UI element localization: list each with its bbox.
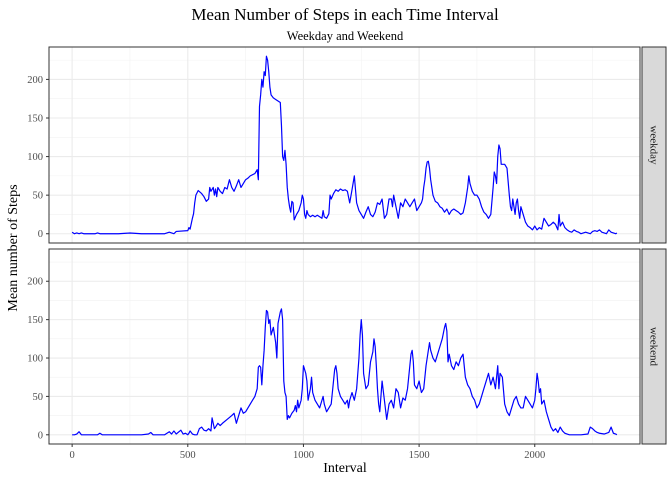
x-tick-label: 0	[70, 450, 75, 461]
y-tick-label: 100	[27, 152, 43, 163]
panel-weekday: 0 50 100 150 200 weekday	[27, 46, 667, 244]
y-tick-label: 150	[27, 315, 43, 326]
x-tick-label: 1000	[293, 450, 314, 461]
facet-strip-label: weekend	[648, 327, 660, 367]
y-tick-label: 50	[33, 392, 44, 403]
chart-subtitle: Weekday and Weekend	[287, 29, 404, 43]
x-tick-label: 500	[180, 450, 196, 461]
y-tick-label: 100	[27, 354, 43, 365]
y-axis-label: Mean number of Steps	[6, 184, 21, 311]
series-line-weekend	[72, 308, 618, 436]
x-axis-label: Interval	[323, 461, 367, 476]
panel-background	[49, 249, 640, 444]
panel-border	[48, 46, 641, 244]
y-tick-label: 0	[38, 229, 43, 240]
facet-strip	[641, 248, 667, 445]
y-tick-label: 50	[33, 191, 44, 202]
y-tick-label: 200	[27, 75, 43, 86]
series-line-weekday	[71, 55, 618, 235]
panel-background	[49, 47, 640, 243]
x-tick-label: 2000	[524, 450, 545, 461]
panel-weekend: 0 50 100 150 200 weekend 0 500 1000 1500 2000	[27, 248, 667, 461]
chart-title: Mean Number of Steps in each Time Interv…	[191, 5, 499, 24]
panel-border	[48, 248, 641, 445]
panels-layer: 0 50 100 150 200 weekday 0 50 100 150 200 weekend 0 5…	[27, 46, 667, 461]
y-tick-label: 0	[38, 430, 43, 441]
y-tick-label: 150	[27, 113, 43, 124]
facet-strip	[641, 46, 667, 244]
facet-strip-label: weekday	[648, 125, 660, 165]
x-tick-label: 1500	[409, 450, 430, 461]
y-tick-label: 200	[27, 277, 43, 288]
